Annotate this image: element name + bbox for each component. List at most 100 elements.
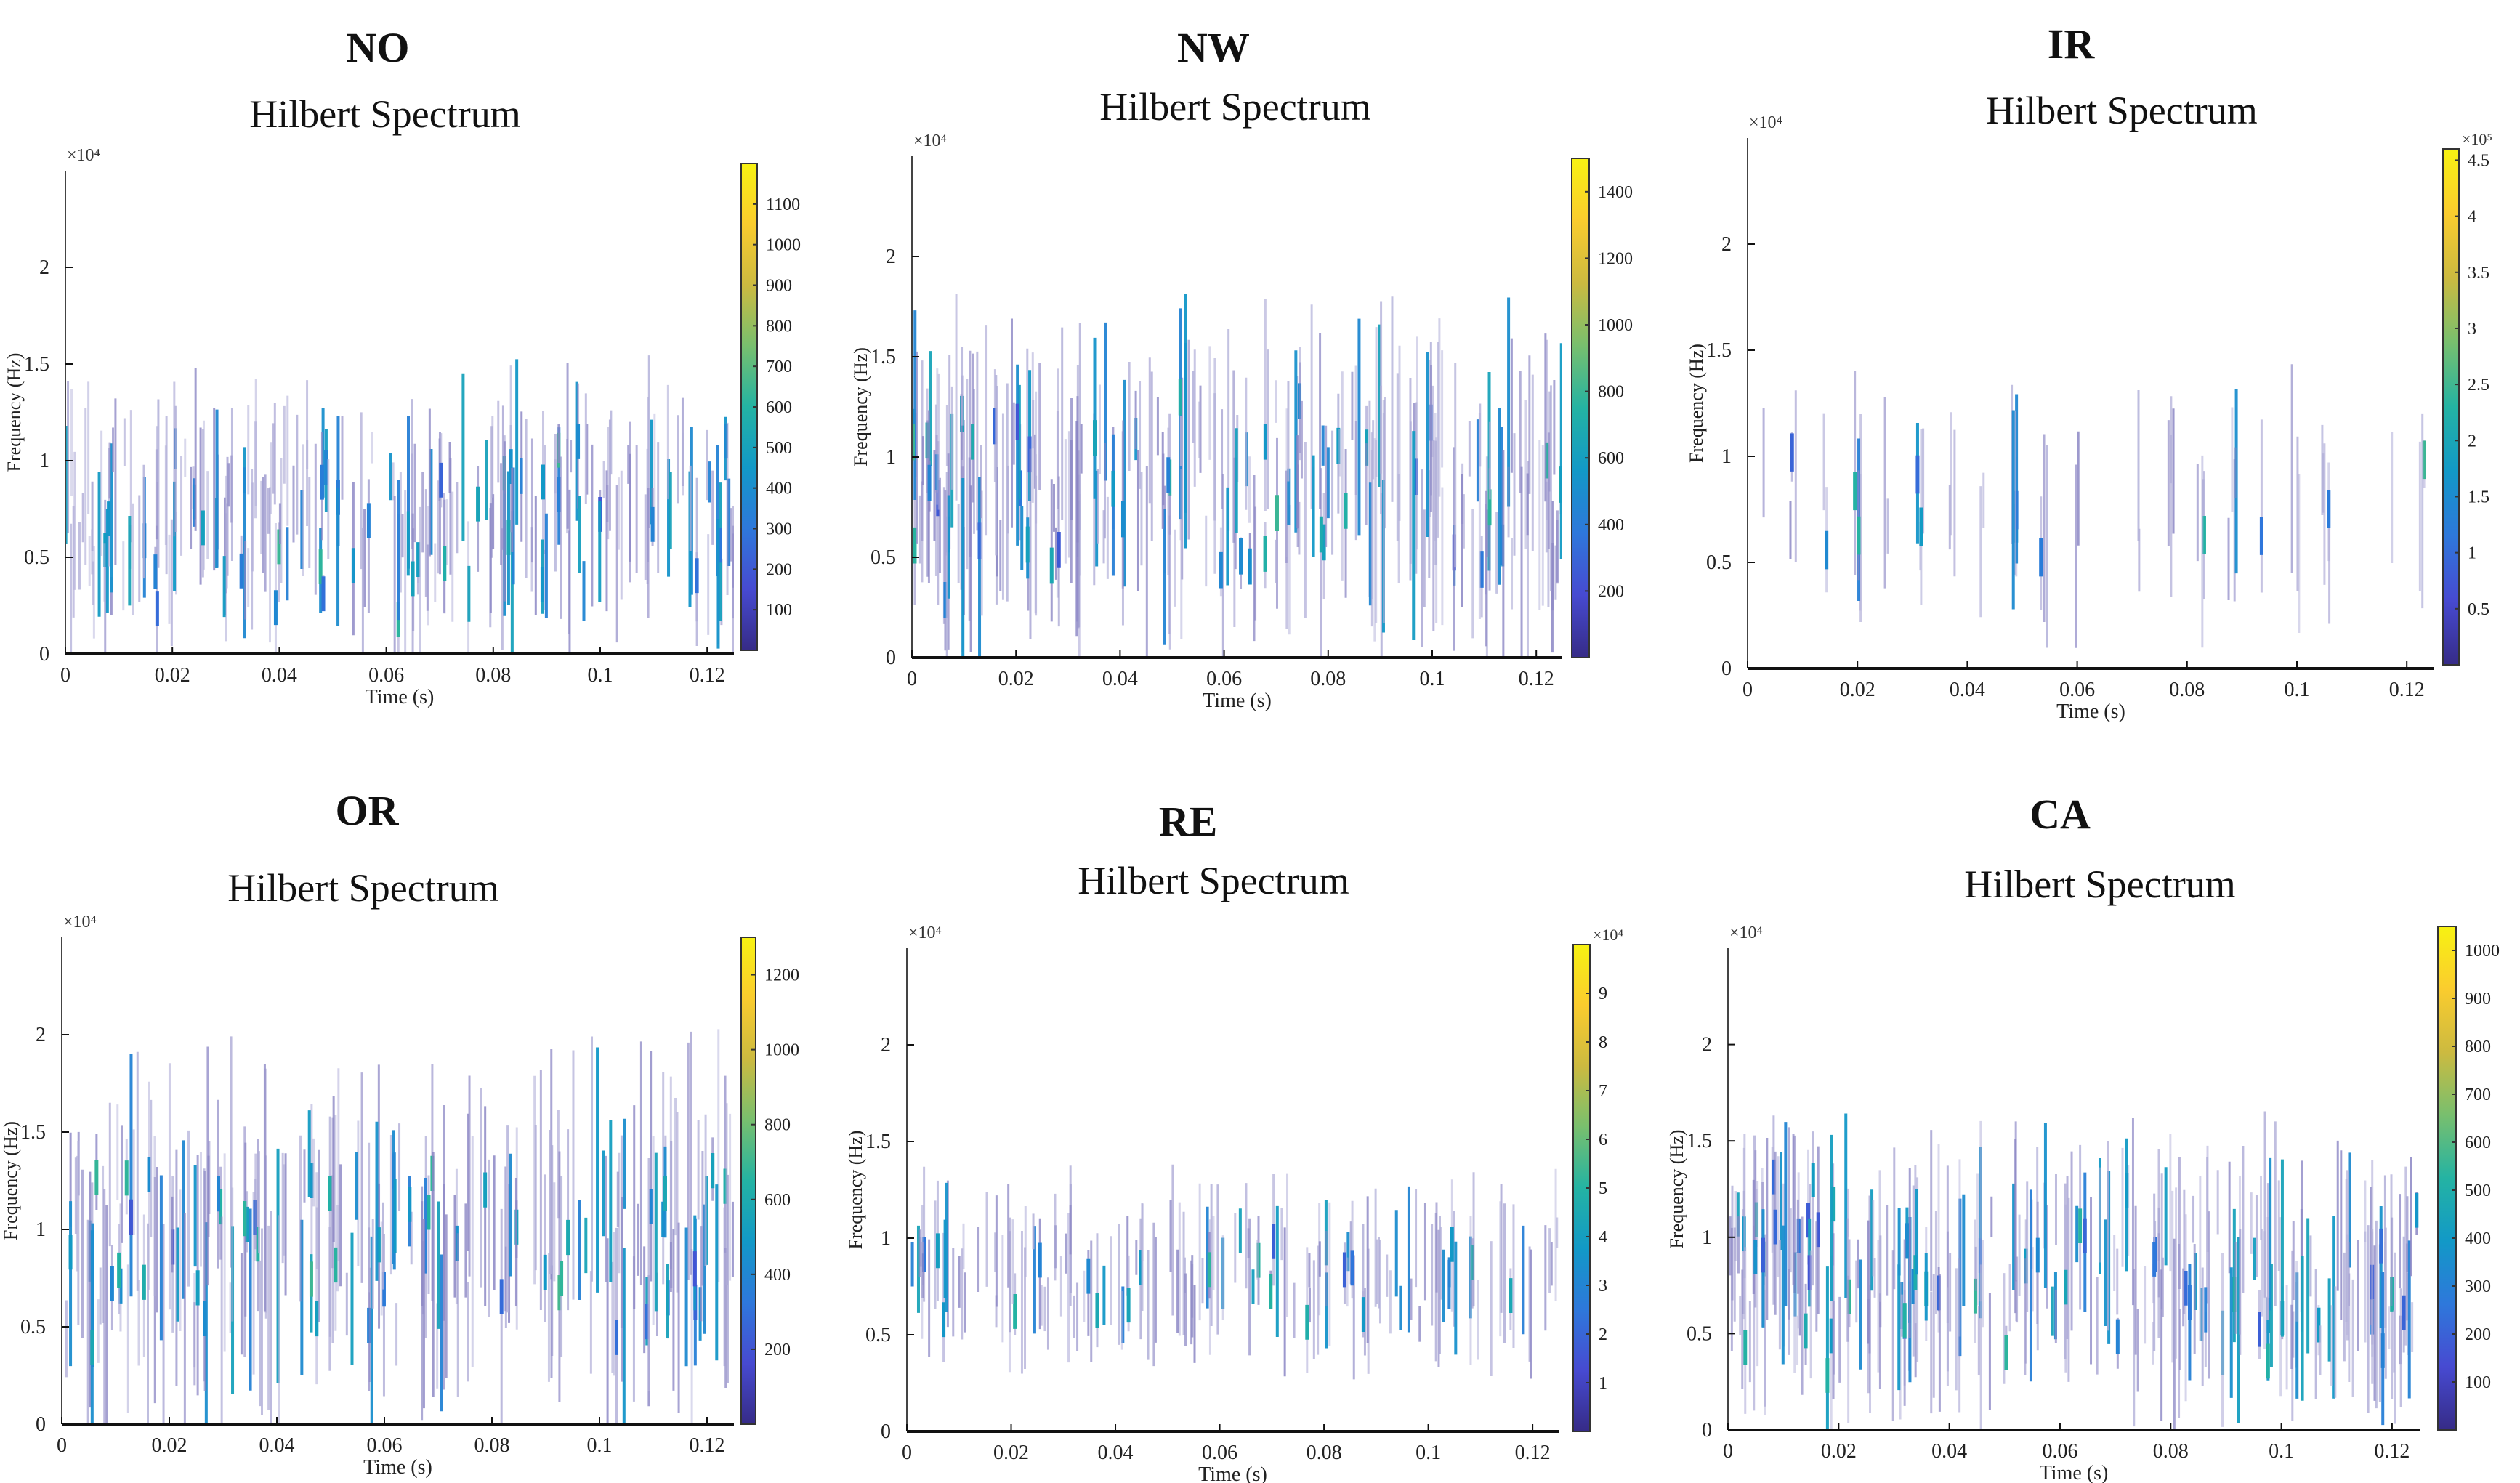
colorbar-tick-label: 2 bbox=[1599, 1325, 1607, 1344]
colorbar-tick-label: 500 bbox=[2465, 1181, 2491, 1200]
y-axis-label-ir: Frequency (Hz) bbox=[1686, 344, 1707, 463]
colorbar-tick-label: 4 bbox=[2468, 208, 2476, 227]
colorbar-tick-label: 3 bbox=[2468, 320, 2476, 339]
x-tick-label: 0.1 bbox=[2285, 679, 2310, 701]
y-tick-label: 0.5 bbox=[1687, 1322, 1712, 1345]
colorbar-tick-label: 600 bbox=[766, 398, 792, 417]
x-axis-label-re: Time (s) bbox=[1198, 1463, 1267, 1483]
colorbar-tick-label: 1000 bbox=[766, 236, 801, 255]
y-tick-label: 1 bbox=[881, 1227, 891, 1250]
colorbar-tick-label: 1200 bbox=[764, 966, 799, 985]
chart-title-nw: Hilbert Spectrum bbox=[1099, 85, 1370, 129]
colorbar-tick-label: 4 bbox=[1599, 1228, 1607, 1247]
colorbar-tick-label: 1100 bbox=[766, 195, 800, 214]
colorbar-tick-label: 1000 bbox=[764, 1041, 799, 1060]
colorbar-tick-label: 1000 bbox=[1598, 316, 1633, 335]
y-tick-label: 0 bbox=[886, 647, 896, 669]
colorbar-tick-label: 300 bbox=[766, 520, 792, 539]
colorbar-tick-label: 400 bbox=[764, 1266, 791, 1285]
x-tick-label: 0.08 bbox=[1310, 668, 1346, 690]
colorbar-tick-label: 600 bbox=[764, 1191, 791, 1210]
colorbar-tick-label: 200 bbox=[2465, 1325, 2491, 1344]
y-exponent-ca: ×10⁴ bbox=[1729, 924, 1763, 942]
x-axis-label-ca: Time (s) bbox=[2040, 1462, 2109, 1483]
y-tick-label: 0 bbox=[1702, 1419, 1712, 1442]
condition-label-no: NO bbox=[347, 24, 410, 71]
x-tick-label: 0.12 bbox=[690, 664, 725, 687]
x-tick-label: 0.08 bbox=[475, 664, 511, 687]
chart-re: RE Hilbert Spectrum 0 0.02 0.04 0.06 0.08 0.1 0.… bbox=[845, 798, 1623, 1483]
chart-no: NO Hilbert Spectrum 0 0.02 0.04 0.06 0.08 0.1 0.… bbox=[4, 24, 801, 708]
colorbar-tick-label: 900 bbox=[766, 277, 792, 296]
x-tick-label: 0.02 bbox=[993, 1442, 1029, 1464]
colorbar-tick-label: 5 bbox=[1599, 1179, 1607, 1198]
x-tick-label: 0.04 bbox=[1931, 1440, 1967, 1463]
colorbar-tick-label: 400 bbox=[1598, 516, 1624, 535]
colorbar-tick-label: 100 bbox=[2465, 1373, 2491, 1392]
x-tick-label: 0.06 bbox=[2042, 1440, 2077, 1463]
chart-nw: NW Hilbert Spectrum 0 0.02 0.04 0.06 0.08 0.1 0.… bbox=[850, 24, 1633, 712]
x-axis-label-or: Time (s) bbox=[363, 1456, 432, 1479]
x-tick-label: 0.1 bbox=[1420, 668, 1445, 690]
y-tick-label: 1.5 bbox=[871, 346, 896, 368]
colorbar-tick-label: 2 bbox=[2468, 432, 2476, 450]
y-axis-label-no: Frequency (Hz) bbox=[4, 353, 25, 472]
y-tick-label: 1 bbox=[886, 446, 896, 469]
spectrum-lines-ir bbox=[1762, 364, 2426, 648]
y-exponent-re: ×10⁴ bbox=[908, 924, 942, 942]
x-tick-label: 0 bbox=[57, 1434, 67, 1457]
colorbar-tick-label: 7 bbox=[1599, 1082, 1607, 1101]
chart-title-ca: Hilbert Spectrum bbox=[1964, 862, 2235, 906]
colorbar-tick-label: 1400 bbox=[1598, 183, 1633, 202]
colorbar-tick-label: 200 bbox=[1598, 582, 1624, 601]
x-tick-label: 0.02 bbox=[1821, 1440, 1857, 1463]
x-tick-label: 0.02 bbox=[155, 664, 190, 687]
x-tick-label: 0.06 bbox=[367, 1434, 403, 1457]
x-tick-label: 0 bbox=[1723, 1440, 1733, 1463]
colorbar-tick-label: 9 bbox=[1599, 985, 1607, 1003]
colorbar-tick-label: 400 bbox=[2465, 1229, 2491, 1248]
x-tick-label: 0.08 bbox=[1307, 1442, 1342, 1464]
spectrum-lines-ca bbox=[1729, 1111, 2419, 1430]
x-tick-label: 0.02 bbox=[1840, 679, 1875, 701]
condition-label-re: RE bbox=[1159, 798, 1218, 845]
x-tick-label: 0.04 bbox=[1098, 1442, 1134, 1464]
y-tick-label: 2 bbox=[886, 246, 896, 268]
y-tick-label: 0 bbox=[36, 1413, 46, 1436]
y-tick-label: 1.5 bbox=[1706, 339, 1732, 362]
colorbar-tick-label: 900 bbox=[2465, 990, 2491, 1009]
colorbar-tick-label: 6 bbox=[1599, 1131, 1607, 1149]
y-tick-label: 2 bbox=[1702, 1034, 1712, 1056]
colorbar-tick-label: 1200 bbox=[1598, 249, 1633, 268]
x-tick-label: 0.06 bbox=[1202, 1442, 1237, 1464]
chart-ir: IR Hilbert Spectrum 0 0.02 0.04 0.06 0.08 0.1 0.… bbox=[1686, 20, 2492, 723]
colorbar-tick-label: 2.5 bbox=[2468, 376, 2489, 395]
x-tick-label: 0.12 bbox=[690, 1434, 725, 1457]
y-tick-label: 0.5 bbox=[20, 1316, 46, 1338]
colorbar-tick-label: 100 bbox=[766, 601, 792, 620]
y-tick-label: 1 bbox=[39, 450, 49, 472]
x-axis-label-nw: Time (s) bbox=[1203, 690, 1272, 712]
chart-ca: CA Hilbert Spectrum 0 0.02 0.04 0.06 0.08 0.1 0.… bbox=[1666, 791, 2500, 1483]
y-axis-label-or: Frequency (Hz) bbox=[0, 1121, 21, 1240]
colorbar-tick-label: 700 bbox=[766, 357, 792, 376]
y-tick-label: 2 bbox=[36, 1024, 46, 1046]
x-tick-label: 0 bbox=[902, 1442, 912, 1464]
y-tick-label: 1.5 bbox=[24, 353, 49, 376]
x-tick-label: 0 bbox=[907, 668, 917, 690]
y-tick-label: 0.5 bbox=[865, 1324, 891, 1346]
spectrum-lines-no bbox=[65, 355, 734, 654]
y-tick-label: 1.5 bbox=[20, 1121, 46, 1144]
x-tick-label: 0 bbox=[60, 664, 70, 687]
x-tick-label: 0.1 bbox=[588, 664, 613, 687]
x-tick-label: 0.06 bbox=[368, 664, 404, 687]
colorbar-tick-label: 500 bbox=[766, 439, 792, 458]
x-tick-label: 0.12 bbox=[2389, 679, 2425, 701]
y-tick-label: 1 bbox=[1721, 445, 1732, 468]
x-tick-label: 0.1 bbox=[1416, 1442, 1441, 1464]
chart-title-or: Hilbert Spectrum bbox=[227, 866, 498, 910]
colorbar-tick-label: 0.5 bbox=[2468, 600, 2489, 619]
chart-title-ir: Hilbert Spectrum bbox=[1986, 89, 2257, 132]
y-tick-label: 1 bbox=[36, 1219, 46, 1241]
